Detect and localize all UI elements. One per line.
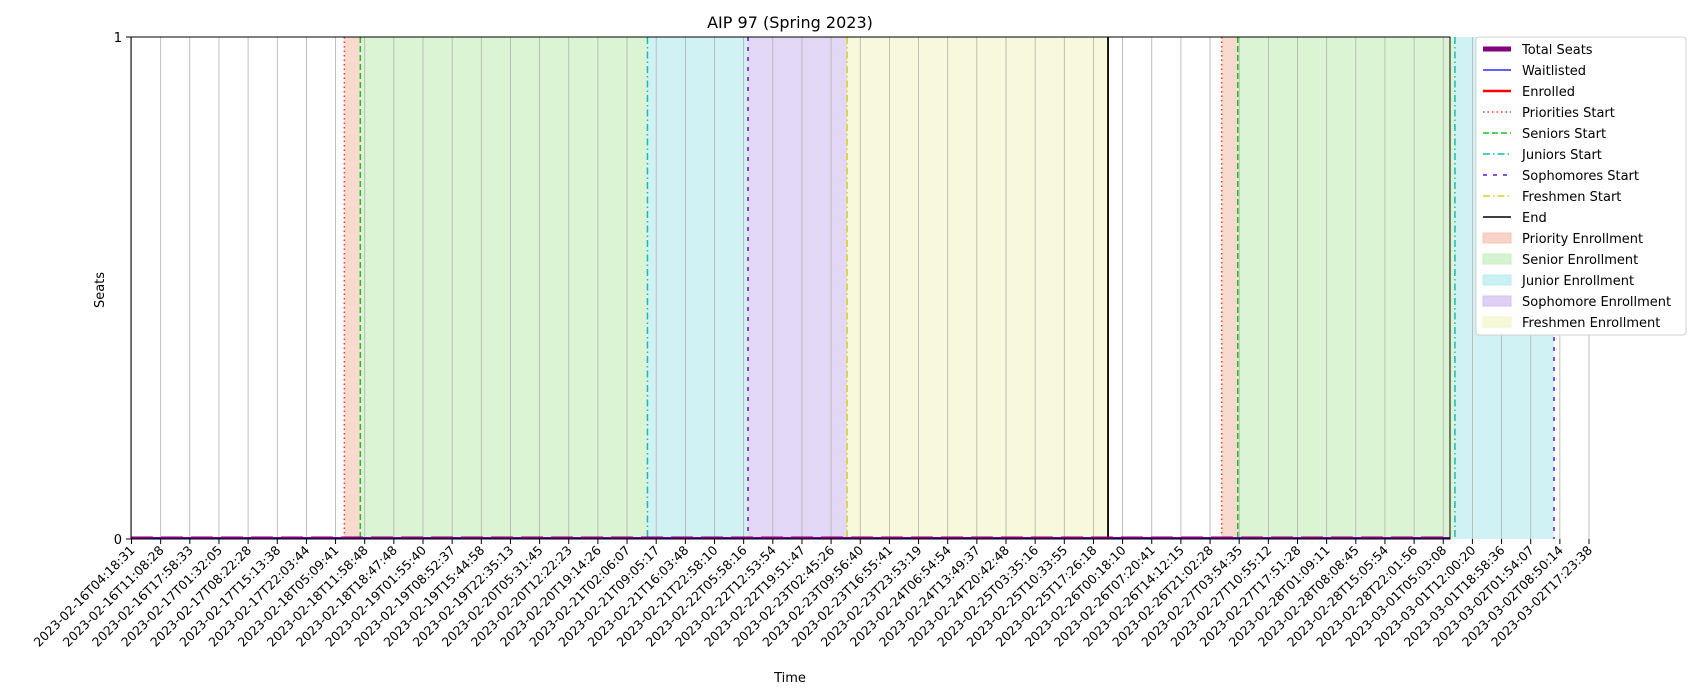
legend-label: Freshmen Enrollment xyxy=(1522,316,1660,331)
legend-swatch xyxy=(1482,316,1512,328)
legend-label: Freshmen Start xyxy=(1522,190,1621,205)
vertical-gridlines xyxy=(131,37,1590,539)
legend-box xyxy=(1475,36,1687,336)
y-axis-label: Seats xyxy=(93,272,108,308)
legend-label: Total Seats xyxy=(1521,43,1593,58)
region-sophomore-enrollment xyxy=(748,37,848,539)
legend-label: Priority Enrollment xyxy=(1522,232,1643,247)
y-tick-label: 1 xyxy=(114,31,122,46)
legend-label: Sophomore Enrollment xyxy=(1522,295,1671,310)
legend-label: Priorities Start xyxy=(1522,106,1615,121)
legend-swatch xyxy=(1482,253,1512,265)
legend-swatch xyxy=(1482,232,1512,244)
legend-label: Senior Enrollment xyxy=(1522,253,1638,268)
legend-label: Waitlisted xyxy=(1522,64,1586,79)
enrollment-regions xyxy=(344,37,1555,539)
region-priority-enrollment xyxy=(344,37,361,539)
legend-label: Seniors Start xyxy=(1522,127,1606,142)
x-axis: 2023-02-16T04:18:312023-02-16T11:08:2820… xyxy=(31,539,1595,650)
legend-swatch xyxy=(1482,274,1512,286)
legend-label: Juniors Start xyxy=(1521,148,1602,163)
region-priority-enrollment xyxy=(1221,37,1238,539)
region-freshmen-enrollment xyxy=(847,37,1109,539)
legend-label: Junior Enrollment xyxy=(1521,274,1634,289)
legend-swatch xyxy=(1482,295,1512,307)
region-junior-enrollment xyxy=(647,37,749,539)
legend-label: Enrolled xyxy=(1522,85,1575,100)
legend-label: Sophomores Start xyxy=(1522,169,1639,184)
x-axis-label: Time xyxy=(773,671,806,686)
chart-title: AIP 97 (Spring 2023) xyxy=(707,13,873,32)
y-tick-label: 0 xyxy=(114,533,122,548)
region-senior-enrollment xyxy=(1237,37,1455,539)
region-senior-enrollment xyxy=(360,37,648,539)
legend-label: End xyxy=(1522,211,1547,226)
y-axis: 01 xyxy=(114,31,131,548)
legend: Total Seats Waitlisted Enrolled Priorities … xyxy=(1475,36,1687,336)
plot-frame xyxy=(130,36,1451,540)
